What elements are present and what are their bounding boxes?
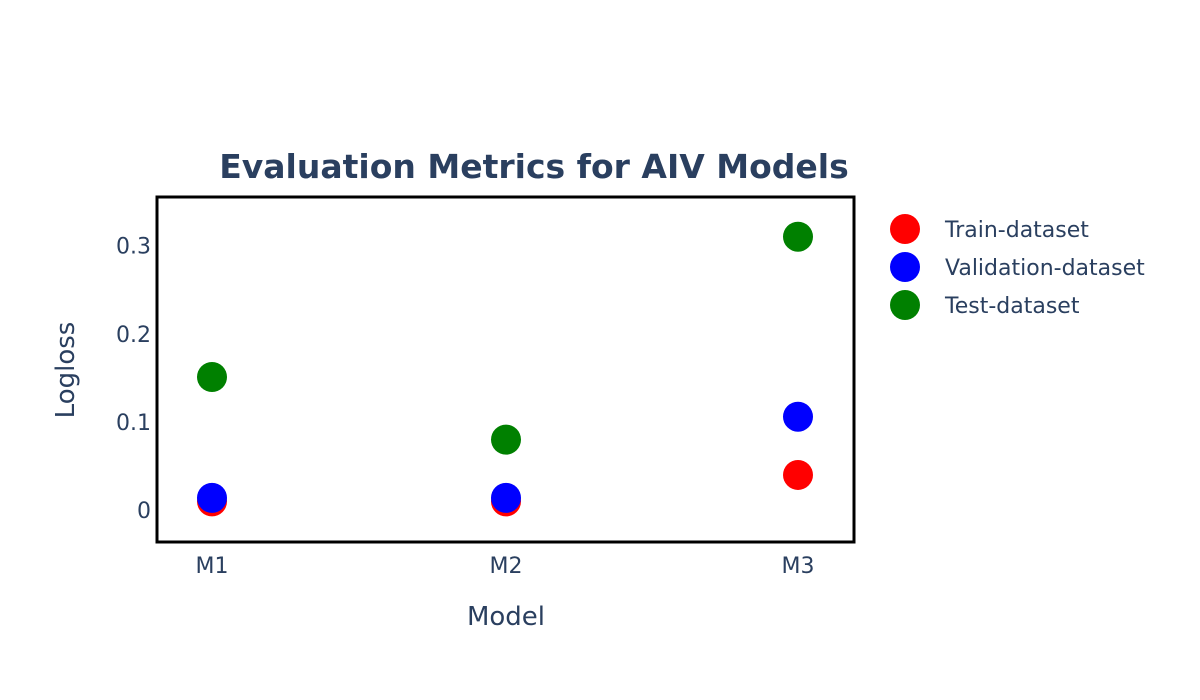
point-train-dataset-m3[interactable]: [783, 459, 813, 490]
y-tick-label: 0.1: [116, 411, 151, 436]
legend-label: Train-dataset: [944, 218, 1089, 243]
legend-label: Test-dataset: [944, 294, 1080, 319]
point-validation-dataset-m3[interactable]: [783, 401, 813, 432]
x-tick-label-m3: M3: [782, 554, 815, 579]
legend-item-test-dataset[interactable]: Test-dataset: [890, 290, 1080, 320]
legend-label: Validation-dataset: [945, 256, 1145, 281]
y-tick-label: 0: [137, 499, 151, 524]
plot-area-frame: [155, 195, 856, 544]
point-validation-dataset-m2[interactable]: [491, 482, 521, 513]
x-axis-ticks: M1 M2 M3: [196, 554, 815, 579]
point-test-dataset-m2[interactable]: [491, 424, 521, 455]
y-axis-ticks: 0 0.1 0.2 0.3: [116, 235, 151, 525]
point-test-dataset-m3[interactable]: [783, 221, 813, 252]
legend-marker: [890, 252, 920, 282]
legend-marker: [890, 290, 920, 320]
chart-title: Evaluation Metrics for AIV Models: [219, 147, 849, 186]
point-test-dataset-m1[interactable]: [197, 362, 227, 392]
legend[interactable]: Train-dataset Validation-dataset Test-data…: [890, 214, 1145, 320]
legend-item-validation-dataset[interactable]: Validation-dataset: [890, 252, 1145, 282]
x-axis-title: Model: [467, 602, 545, 632]
y-axis-title: Logloss: [51, 322, 81, 419]
y-tick-label: 0.3: [116, 235, 151, 260]
legend-item-train-dataset[interactable]: Train-dataset: [890, 214, 1089, 244]
data-points: [197, 221, 813, 517]
x-tick-label-m2: M2: [490, 554, 523, 579]
y-tick-label: 0.2: [116, 323, 151, 348]
point-validation-dataset-m1[interactable]: [197, 482, 227, 513]
x-tick-label-m1: M1: [196, 554, 229, 579]
legend-marker: [890, 214, 920, 244]
